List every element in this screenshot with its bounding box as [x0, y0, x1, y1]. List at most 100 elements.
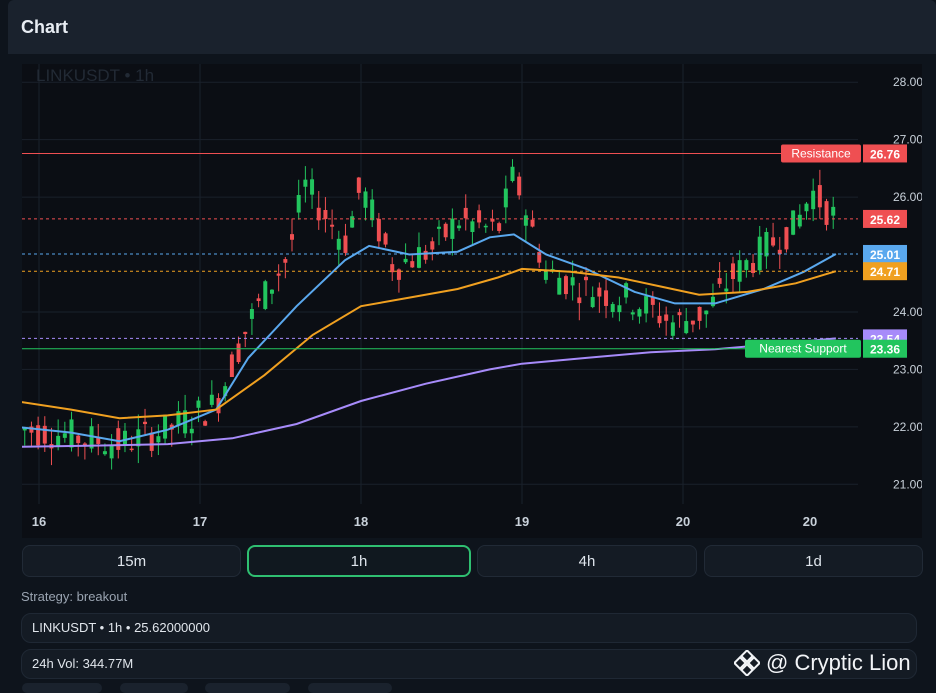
x-tick-label: 20 [803, 514, 817, 529]
candle-body [323, 210, 328, 219]
candle-body [396, 269, 401, 280]
candle-body [637, 309, 642, 317]
candle-body [443, 223, 448, 238]
candle-body [143, 421, 148, 425]
candle-body [102, 451, 107, 455]
timeframe-1h-button[interactable]: 1h [247, 545, 471, 577]
candle-body [116, 428, 121, 450]
price-tag [863, 262, 907, 281]
candle-body [597, 287, 602, 297]
symbol-watermark: LINKUSDT • 1h [36, 66, 154, 85]
y-tick-label: 28.00 [893, 75, 922, 89]
candle-body [209, 394, 214, 405]
candle-body [704, 310, 709, 315]
candle-body [590, 297, 595, 308]
candle-body [229, 354, 234, 377]
x-tick-label: 20 [676, 514, 690, 529]
candle-body [196, 400, 201, 408]
candle-body [563, 276, 568, 295]
candle-body [370, 199, 375, 221]
watermark-text: @ Cryptic Lion [766, 650, 911, 675]
candle-body [557, 277, 562, 295]
candle-body [757, 236, 762, 271]
price-chart[interactable]: 28.00 27.00 26.00 24.00 23.00 22.00 21.00 16 17 1… [22, 64, 922, 538]
candle-body [290, 234, 295, 240]
moving-average-line [22, 337, 836, 448]
candle-body [203, 421, 208, 426]
candle-body [764, 231, 769, 257]
y-tick-label: 22.00 [893, 420, 922, 434]
symbol-info: LINKUSDT • 1h • 25.62000000 [21, 613, 917, 643]
candle-body [62, 433, 67, 438]
price-tag [863, 209, 907, 228]
candle-body [457, 225, 462, 229]
page-title: Chart [21, 17, 69, 37]
candle-body [56, 435, 61, 448]
candle-body [276, 273, 281, 276]
price-tag [863, 144, 907, 163]
candle-body [737, 260, 742, 282]
candle-body [797, 214, 802, 227]
candle-body [437, 226, 442, 229]
chart-header: Chart [8, 0, 936, 54]
candle-body [724, 288, 729, 292]
volume-info: 24h Vol: 344.77M [21, 649, 917, 679]
candle-body [503, 188, 508, 208]
candle-body [664, 314, 669, 321]
candle-body [223, 386, 228, 397]
candle-body [751, 263, 756, 274]
strategy-label: Strategy: breakout [21, 589, 128, 604]
candle-body [570, 277, 575, 286]
candle-body [89, 426, 94, 449]
candle-body [410, 261, 415, 268]
candle-body [256, 298, 261, 302]
candle-body [831, 206, 836, 216]
candle-body [96, 437, 101, 444]
candle-body [717, 278, 722, 284]
candle-body [804, 203, 809, 212]
candle-body [416, 247, 421, 268]
candle-body [122, 430, 127, 445]
candle-body [530, 219, 535, 227]
candle-body [236, 343, 241, 363]
candle-body [383, 233, 388, 245]
candle-body [690, 320, 695, 325]
candle-body [744, 260, 749, 270]
candle-body [363, 191, 368, 208]
candle-body [630, 312, 635, 315]
candle-body [249, 309, 254, 319]
candle-body [22, 428, 27, 431]
candle-body [824, 201, 829, 225]
candle-body [697, 306, 702, 321]
candle-body [604, 290, 609, 306]
candle-body [243, 331, 248, 335]
candle-body [583, 276, 588, 281]
candle-body [483, 225, 488, 228]
candle-body [149, 432, 154, 451]
candle-body [263, 281, 268, 309]
candle-body [791, 210, 796, 235]
candle-body [710, 296, 715, 307]
candle-body [517, 176, 522, 196]
x-tick-label: 18 [354, 514, 368, 529]
level-label: Resistance [791, 146, 851, 160]
timeframe-1d-button[interactable]: 1d [704, 545, 923, 577]
candle-body [811, 190, 816, 210]
chart-canvas[interactable]: 28.00 27.00 26.00 24.00 23.00 22.00 21.00 16 17 1… [22, 64, 922, 538]
timeframe-4h-button[interactable]: 4h [477, 545, 697, 577]
candle-body [624, 283, 629, 298]
timeframe-15m-button[interactable]: 15m [22, 545, 241, 577]
binance-diamond-icon [734, 650, 760, 676]
candle-body [463, 207, 468, 219]
candle-body [470, 221, 475, 233]
candle-body [129, 448, 134, 451]
candle-body [777, 249, 782, 254]
candle-body [477, 210, 482, 223]
candle-body [670, 322, 675, 336]
candle-body [771, 237, 776, 246]
candle-body [343, 235, 348, 253]
y-tick-label: 24.00 [893, 305, 922, 319]
candle-body [657, 315, 662, 324]
price-tag-value: 25.01 [870, 248, 900, 262]
candle-body [617, 305, 622, 313]
